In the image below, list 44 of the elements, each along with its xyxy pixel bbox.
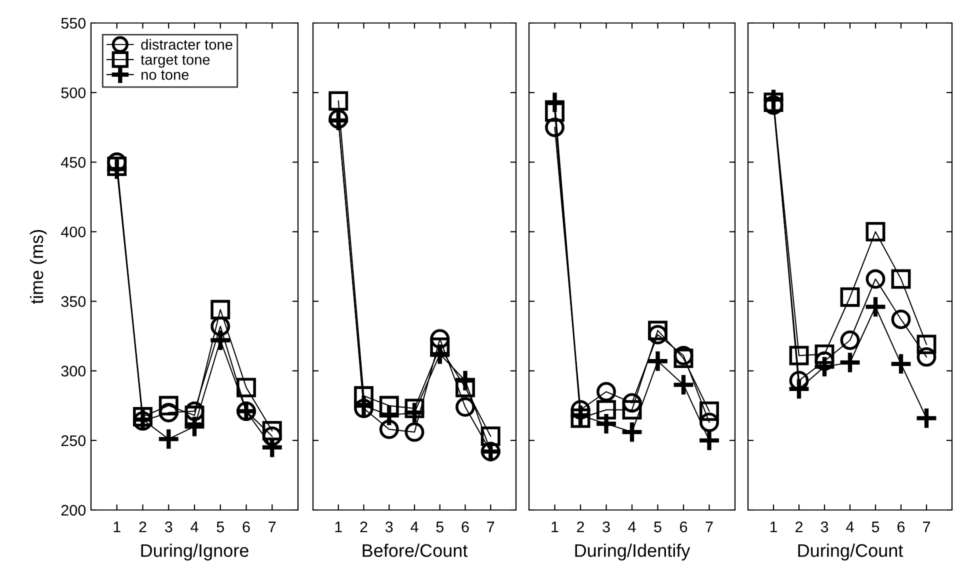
x-tick-label: 4 bbox=[846, 522, 854, 532]
x-tick-label: 7 bbox=[487, 522, 494, 532]
x-tick-label: 7 bbox=[268, 522, 276, 532]
x-axis-title: During/Identify bbox=[575, 544, 690, 561]
y-tick-label: 450 bbox=[61, 157, 86, 168]
y-tick-label: 200 bbox=[61, 504, 86, 516]
legend-label: target tone bbox=[140, 55, 210, 68]
x-tick-label: 3 bbox=[385, 522, 393, 532]
x-axis-title: Before/Count bbox=[362, 544, 468, 557]
y-tick-label: 300 bbox=[61, 366, 86, 377]
y-tick-label: 350 bbox=[61, 296, 86, 307]
x-tick-label: 1 bbox=[552, 522, 558, 532]
x-tick-label: 6 bbox=[680, 522, 688, 532]
x-tick-label: 2 bbox=[577, 522, 584, 532]
x-tick-label: 5 bbox=[216, 522, 224, 532]
legend-label: no tone bbox=[142, 70, 189, 80]
x-tick-label: 2 bbox=[360, 522, 368, 532]
y-tick-label: 250 bbox=[61, 435, 86, 446]
x-tick-label: 3 bbox=[820, 522, 828, 532]
x-tick-label: 1 bbox=[770, 522, 778, 532]
x-tick-label: 4 bbox=[410, 522, 418, 532]
x-tick-label: 6 bbox=[898, 522, 905, 532]
x-tick-label: 3 bbox=[602, 522, 610, 532]
x-tick-label: 2 bbox=[139, 522, 146, 532]
x-tick-label: 3 bbox=[164, 522, 172, 532]
x-tick-label: 1 bbox=[114, 522, 120, 532]
x-tick-label: 6 bbox=[242, 522, 250, 532]
x-tick-label: 5 bbox=[436, 522, 444, 532]
x-tick-label: 5 bbox=[654, 522, 662, 532]
x-tick-label: 4 bbox=[628, 522, 636, 532]
x-axis-title: During/Count bbox=[798, 544, 904, 561]
y-tick-label: 400 bbox=[61, 226, 86, 238]
x-tick-label: 2 bbox=[796, 522, 802, 532]
x-tick-label: 6 bbox=[462, 522, 469, 532]
x-tick-label: 4 bbox=[190, 522, 198, 532]
x-tick-label: 1 bbox=[335, 522, 342, 532]
x-tick-label: 5 bbox=[872, 522, 880, 532]
x-tick-label: 7 bbox=[706, 522, 713, 532]
x-axis-title: During/Ignore bbox=[141, 544, 248, 561]
y-tick-label: 500 bbox=[61, 87, 86, 98]
y-tick-label: 550 bbox=[61, 18, 86, 29]
x-tick-label: 7 bbox=[923, 522, 930, 532]
y-axis-title: time (ms) bbox=[30, 230, 47, 304]
legend-label: distracter tone bbox=[141, 39, 232, 50]
